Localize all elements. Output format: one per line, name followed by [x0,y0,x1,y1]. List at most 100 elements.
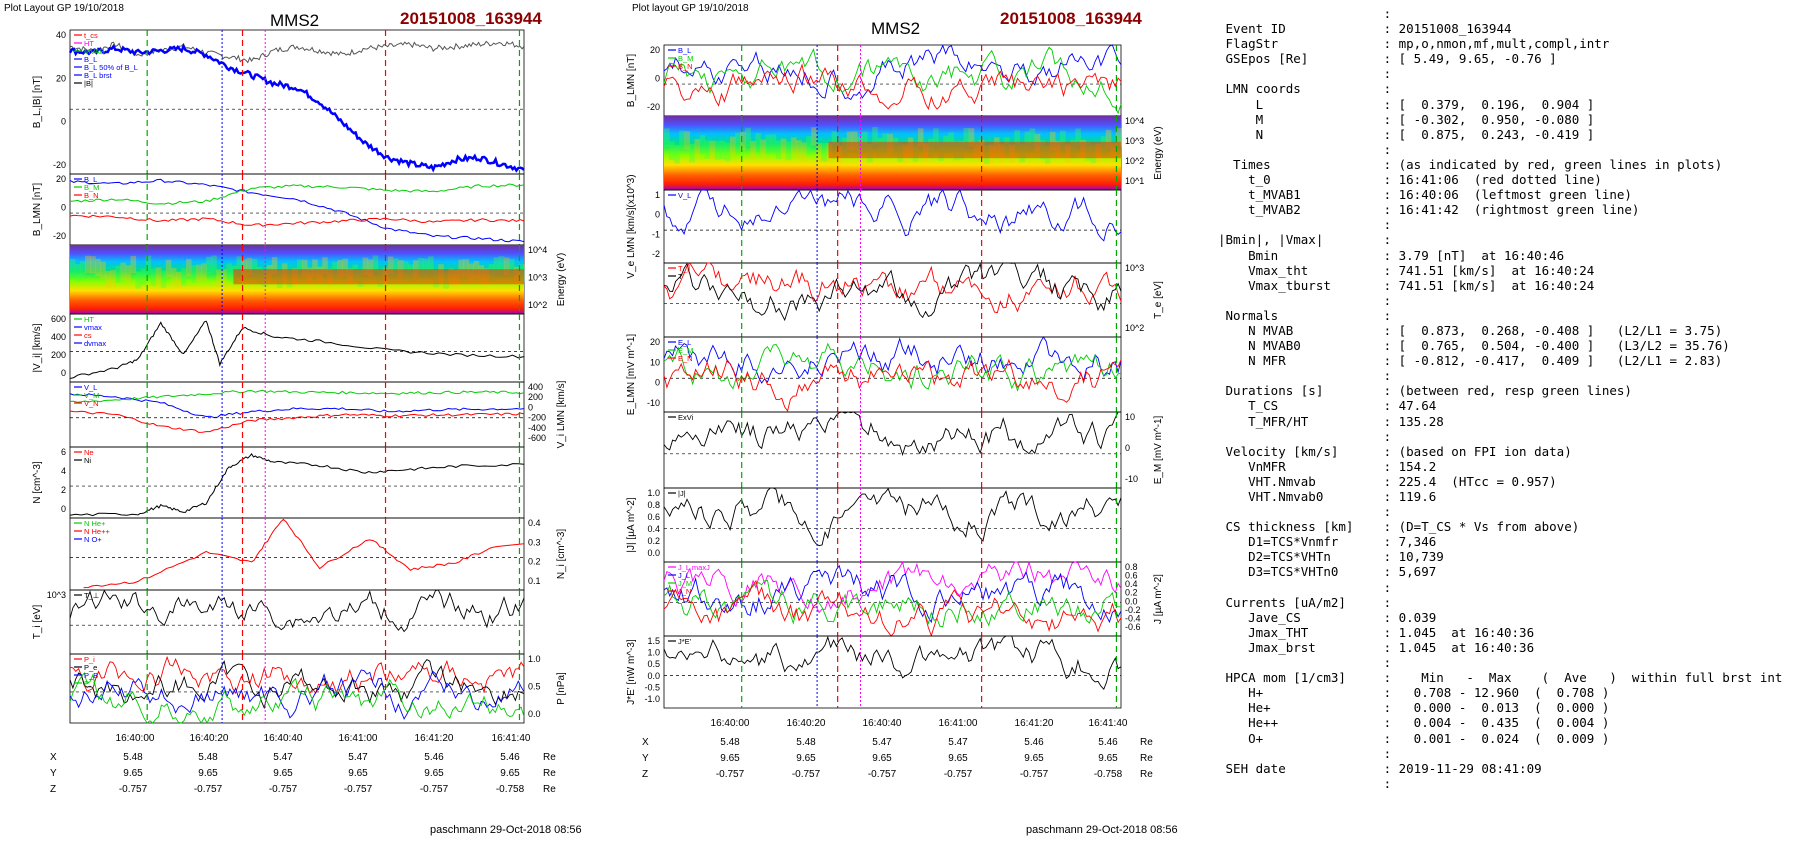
panel-frame [69,313,525,383]
spectrogram-texture [70,259,76,277]
y-axis-label: P [nPa] [556,672,567,705]
info-value: : [ 5.49, 9.65, -0.76 ] [1383,51,1557,67]
y-tick-label: 200 [51,350,66,360]
panel: 0.80.60.40.20.0-0.2-0.4-0.6 J [µA m^-2] J_… [663,560,1164,637]
y-tick-label: 0 [61,504,66,514]
coord-value: -0.757 [344,784,373,795]
coord-value: 9.65 [1098,753,1118,764]
spectrogram-texture [413,260,419,278]
info-value: : (between red, resp green lines) [1383,383,1632,399]
y-tick-label: 1.0 [647,648,660,658]
info-key: Jave_CS [1218,609,1384,625]
legend-label: MVAB [84,47,105,56]
fig2-xtick: 16:41:00 [939,718,978,729]
legend-label: B_L brst [84,71,113,80]
spectrogram-texture [770,134,777,153]
spectrogram-texture [130,255,137,274]
legend-label: T_⊥ [84,591,100,600]
y-axis-label: Energy (eV) [556,253,567,306]
panel-frame [663,487,1122,563]
info-value: : [1383,428,1392,444]
info-key: t_0 [1218,172,1384,188]
coord-label: Y [642,753,649,764]
info-key [1218,746,1384,761]
info-key: VHT.Nmvab0 [1218,489,1384,504]
info-key: O+ [1218,730,1384,746]
y-tick-label: -0.6 [1125,622,1141,632]
y-axis-label: T_e [eV] [1153,281,1164,319]
panel: 10^4 10^3 10^2 10^1 Energy (eV) [663,115,1164,191]
series-line [83,518,525,589]
coord-unit: Re [543,784,556,795]
coord-value: -0.757 [420,784,449,795]
info-row: : [1218,580,1804,595]
spectrogram-texture [735,132,741,152]
info-value: : 3.79 [nT] at 16:40:46 [1383,247,1565,263]
spectrogram-texture [796,140,802,159]
fig1-coords-table: X 5.48 5.48 5.47 5.47 5.46 5.46 Re Y 9.6… [50,752,556,795]
spectrogram-texture [211,255,217,273]
coord-unit: Re [1140,753,1153,764]
y-tick-label: 2 [61,485,66,495]
info-value: : 16:41:42 (rightmost green line) [1383,202,1640,218]
legend-label: B_N [678,62,693,71]
y-tick-label: 10^2 [528,300,547,310]
series-line [69,214,525,227]
info-row: O+ : 0.001 - 0.024 ( 0.009 ) [1218,731,1804,746]
spectrogram-texture [75,264,81,282]
spectrogram-texture [704,140,711,159]
y-tick-label: 1.0 [647,488,660,498]
y-tick-label: -10 [1125,474,1138,484]
panel-frame [69,517,525,591]
y-tick-label: 10^3 [1125,136,1144,146]
spectrogram-texture [831,131,838,150]
y-tick-label: 0.5 [528,682,541,692]
legend-label: B_L [678,46,691,55]
y-tick-label: 0.0 [1125,596,1138,606]
spectrogram-texture [312,259,318,277]
y-tick-label: 0 [655,378,660,388]
fig2-xtick: 16:41:20 [1015,718,1054,729]
spectrogram-texture [110,269,116,288]
spectrogram-texture [1115,128,1122,147]
info-value: : [1383,775,1392,791]
y-tick-label: 0.8 [1125,562,1138,572]
info-value: : 47.64 [1383,398,1437,414]
info-row: Jmax_THT : 1.045 at 16:40:36 [1218,625,1804,640]
info-row: Times : (as indicated by red, green line… [1218,157,1804,172]
panel: 10 0 -10 E_M [mV m^-1] ExVi [663,411,1164,489]
info-value: : 0.004 - 0.435 ( 0.004 ) [1383,715,1610,731]
info-key: Event ID [1218,21,1384,37]
info-row: M : [ -0.302, 0.950, -0.080 ] [1218,112,1804,127]
info-key: T_CS [1218,398,1384,414]
series-line [663,358,1122,412]
spectrogram-texture [694,138,701,158]
legend-label: J_M [678,579,692,588]
legend-label: |B| [84,79,93,88]
info-value: : 20151008_163944 [1383,21,1512,37]
y-tick-label: 20 [650,337,660,347]
fig1-footer: paschmann 29-Oct-2018 08:56 [430,824,582,836]
spectrogram-texture [251,258,258,277]
y-tick-label: 10^4 [528,245,547,255]
info-value: : 741.51 [km/s] at 16:40:24 [1383,262,1595,278]
spectrogram-texture [362,257,369,275]
legend-label: P_i [84,655,95,664]
spectrogram-texture [730,136,736,156]
coord-unit: Re [543,752,556,763]
series-line [663,564,1122,624]
coord-value: 9.65 [198,768,218,779]
info-key: Vmax_tburst [1218,277,1384,293]
info-key: Bmin [1218,247,1384,263]
info-key: Vmax_tht [1218,262,1384,278]
y-axis-label: E_M [mV m^-1] [1153,415,1164,484]
panel-frame [69,589,525,655]
info-row: CS thickness [km] : (D=T_CS * Vs from ab… [1218,519,1804,534]
info-value: : 16:41:06 (red dotted line) [1383,172,1602,188]
coord-value: 5.46 [1024,737,1044,748]
series-line [663,46,1122,115]
